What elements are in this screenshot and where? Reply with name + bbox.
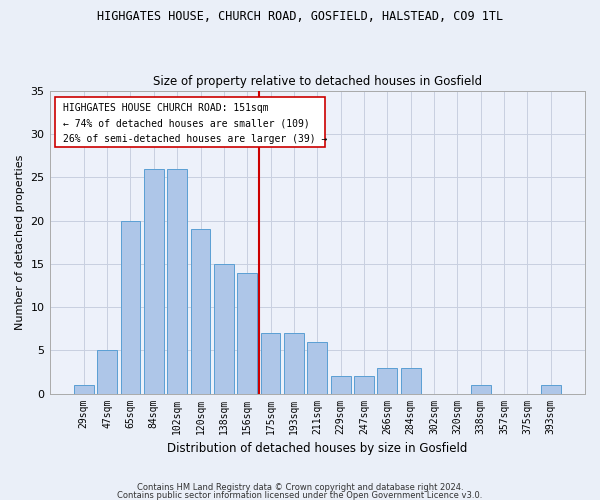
Bar	[74, 385, 94, 394]
Title: Size of property relative to detached houses in Gosfield: Size of property relative to detached ho…	[153, 76, 482, 88]
Text: Contains public sector information licensed under the Open Government Licence v3: Contains public sector information licen…	[118, 490, 482, 500]
Bar	[471, 385, 491, 394]
X-axis label: Distribution of detached houses by size in Gosfield: Distribution of detached houses by size …	[167, 442, 467, 455]
Bar	[144, 169, 164, 394]
Bar	[307, 342, 327, 394]
Bar	[121, 220, 140, 394]
Bar	[401, 368, 421, 394]
Bar	[214, 264, 234, 394]
Bar	[377, 368, 397, 394]
Bar	[191, 230, 211, 394]
Bar	[284, 333, 304, 394]
Bar	[331, 376, 350, 394]
Text: 26% of semi-detached houses are larger (39) →: 26% of semi-detached houses are larger (…	[63, 134, 328, 144]
Bar	[97, 350, 117, 394]
Text: Contains HM Land Registry data © Crown copyright and database right 2024.: Contains HM Land Registry data © Crown c…	[137, 484, 463, 492]
Bar	[167, 169, 187, 394]
Bar	[354, 376, 374, 394]
Text: HIGHGATES HOUSE, CHURCH ROAD, GOSFIELD, HALSTEAD, CO9 1TL: HIGHGATES HOUSE, CHURCH ROAD, GOSFIELD, …	[97, 10, 503, 23]
Text: HIGHGATES HOUSE CHURCH ROAD: 151sqm: HIGHGATES HOUSE CHURCH ROAD: 151sqm	[63, 102, 269, 113]
FancyBboxPatch shape	[55, 97, 325, 147]
Bar	[541, 385, 560, 394]
Bar	[260, 333, 280, 394]
Text: ← 74% of detached houses are smaller (109): ← 74% of detached houses are smaller (10…	[63, 118, 310, 128]
Bar	[238, 272, 257, 394]
Y-axis label: Number of detached properties: Number of detached properties	[15, 154, 25, 330]
